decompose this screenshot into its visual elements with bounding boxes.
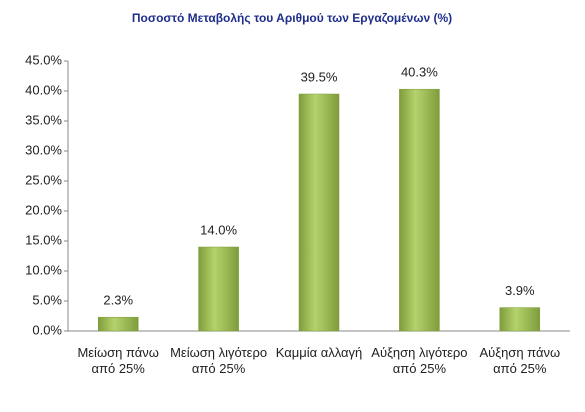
x-tick-label: Μείωση πάνω από 25% (77, 345, 159, 376)
y-tick-label: 0.0% (32, 322, 62, 337)
value-label: 2.3% (103, 293, 133, 308)
x-tick-label: Αύξηση λιγότερο από 25% (371, 345, 468, 376)
bar (198, 246, 239, 332)
y-tick-label: 10.0% (25, 262, 62, 277)
bar (399, 88, 440, 332)
y-tick-label: 5.0% (32, 292, 62, 307)
value-label: 14.0% (200, 222, 237, 237)
bar (298, 93, 340, 332)
value-label: 40.3% (401, 65, 438, 80)
chart-title: Ποσοστό Μεταβολής του Αριθμού των Εργαζο… (132, 11, 452, 25)
y-tick-label: 40.0% (25, 82, 62, 97)
y-tick-label: 20.0% (25, 202, 62, 217)
value-label: 3.9% (505, 283, 535, 298)
x-tick-label: Αύξηση πάνω από 25% (479, 345, 561, 376)
x-tick-label: Καμμία αλλαγή (275, 345, 363, 360)
y-tick-label: 30.0% (25, 142, 62, 157)
y-tick-label: 35.0% (25, 112, 62, 127)
bar (499, 307, 541, 332)
y-tick-label: 15.0% (25, 232, 62, 247)
x-tick-label: Μείωση λιγότερο από 25% (170, 345, 268, 376)
y-tick-label: 45.0% (25, 52, 62, 67)
bar (97, 316, 139, 332)
y-tick-label: 25.0% (25, 172, 62, 187)
value-label: 39.5% (301, 69, 338, 84)
